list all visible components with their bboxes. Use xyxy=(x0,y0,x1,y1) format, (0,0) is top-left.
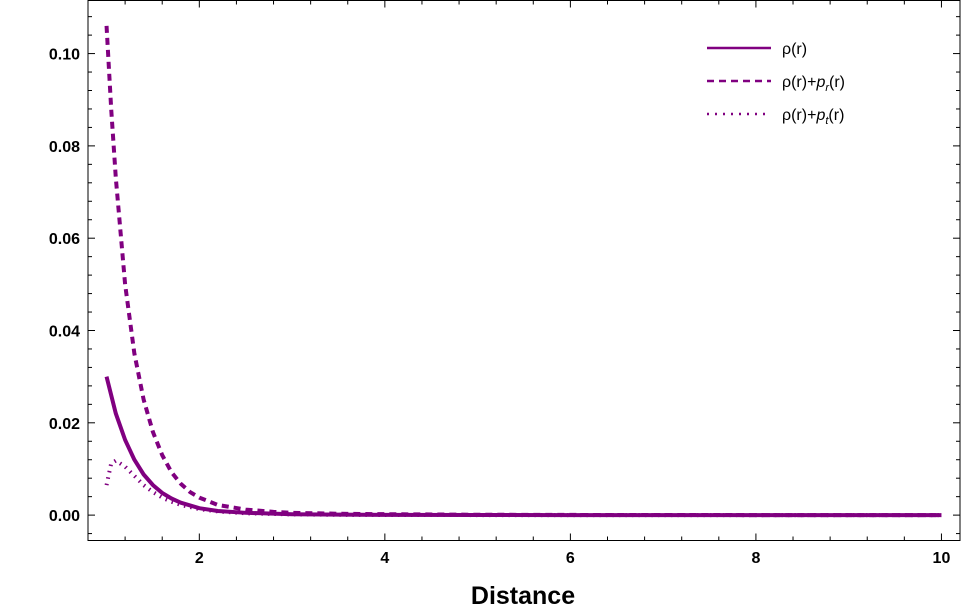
tick-labels: 2 4 6 8 10 0.00 0.02 0.04 0.06 0.08 0.10 xyxy=(49,47,951,567)
x-axis-title: Distance xyxy=(471,582,575,610)
y-tick-label: 0.08 xyxy=(49,139,80,156)
x-tick-label: 6 xyxy=(566,550,575,567)
y-tick-label: 0.02 xyxy=(49,416,80,433)
legend-label: ρ(r)+pt(r) xyxy=(782,107,844,127)
y-tick-label: 0.06 xyxy=(49,231,80,248)
x-tick-label: 8 xyxy=(751,550,760,567)
y-tick-label: 0.00 xyxy=(49,508,80,525)
legend-label: ρ(r) xyxy=(782,41,807,58)
axis-ticks xyxy=(87,0,960,541)
legend-label: ρ(r)+pr(r) xyxy=(782,74,845,94)
y-tick-label: 0.10 xyxy=(49,47,80,64)
series-line-solid xyxy=(104,376,942,518)
x-tick-label: 2 xyxy=(195,550,204,567)
series-line-dashed xyxy=(104,25,942,518)
plot-frame xyxy=(87,0,961,541)
y-tick-label: 0.04 xyxy=(49,324,80,341)
series-line-dotted xyxy=(104,458,942,518)
series-lines xyxy=(104,25,942,518)
x-tick-label: 4 xyxy=(380,550,389,567)
legend: ρ(r) ρ(r)+pr(r) ρ(r)+pt(r) xyxy=(707,41,845,127)
x-tick-label: 10 xyxy=(933,550,951,567)
